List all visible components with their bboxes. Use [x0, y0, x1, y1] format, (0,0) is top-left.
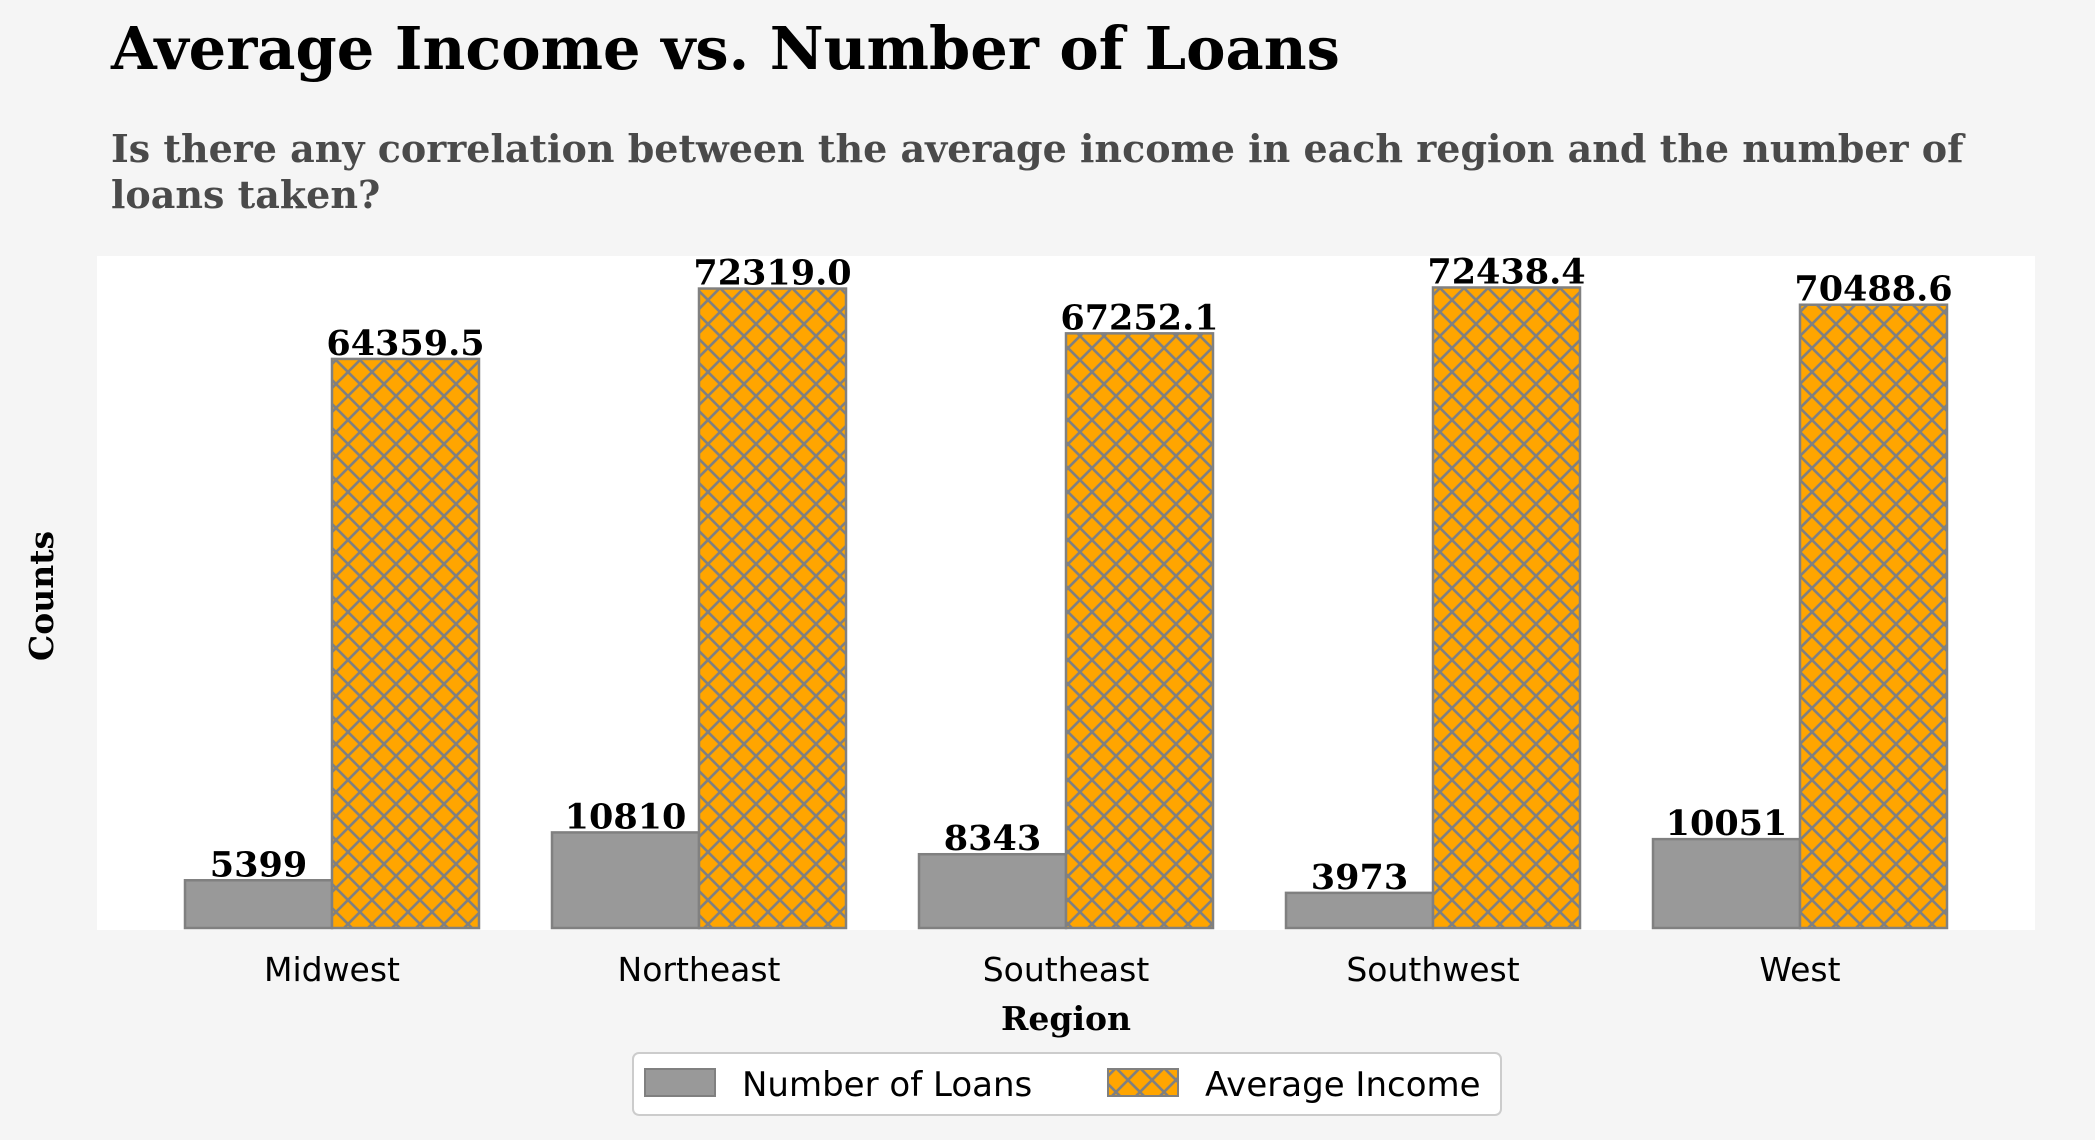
data-label-income-northeast: 72319.0	[693, 253, 851, 294]
legend-box	[632, 1052, 1502, 1116]
legend-swatch-loans	[644, 1068, 716, 1097]
chart-title: Average Income vs. Number of Loans	[111, 14, 1340, 83]
x-tick-midwest: Midwest	[264, 950, 400, 989]
chart-subtitle: Is there any correlation between the ave…	[111, 126, 1964, 217]
bars-layer: 5399 64359.5 10810 72319.0 8343 67252.1 3973 72…	[183, 251, 1953, 930]
data-label-loans-midwest: 5399	[210, 844, 307, 885]
bar-income-southeast	[1064, 332, 1215, 930]
data-label-income-southeast: 67252.1	[1060, 297, 1218, 338]
data-label-loans-northeast: 10810	[565, 796, 687, 837]
data-label-income-west: 70488.6	[1794, 269, 1952, 310]
data-label-loans-west: 10051	[1666, 803, 1788, 844]
legend-swatch-income	[1107, 1068, 1179, 1097]
x-tick-southeast: Southeast	[983, 950, 1150, 989]
bar-loans-west	[1651, 837, 1802, 930]
bar-loans-southeast	[917, 852, 1068, 930]
x-tick-northeast: Northeast	[618, 950, 781, 989]
x-tick-west: West	[1759, 950, 1840, 989]
data-label-loans-southwest: 3973	[1311, 857, 1408, 898]
x-axis-label: Region	[1001, 999, 1131, 1038]
bar-income-midwest	[330, 357, 481, 930]
data-label-income-southwest: 72438.4	[1427, 251, 1585, 292]
bar-income-northeast	[697, 287, 848, 930]
y-axis-label: Counts	[22, 531, 61, 661]
bar-loans-southwest	[1284, 891, 1435, 930]
data-label-income-midwest: 64359.5	[326, 323, 484, 364]
legend: Number of Loans Average Income	[632, 1052, 1502, 1116]
legend-label-loans: Number of Loans	[742, 1065, 1032, 1105]
x-tick-southwest: Southwest	[1346, 950, 1519, 989]
x-tick-labels: Midwest Northeast Southeast Southwest West	[264, 950, 1841, 989]
bar-loans-northeast	[550, 831, 701, 930]
bar-income-southwest	[1431, 286, 1582, 930]
legend-label-income: Average Income	[1205, 1065, 1481, 1105]
data-label-loans-southeast: 8343	[944, 818, 1041, 859]
bar-loans-midwest	[183, 879, 334, 930]
bar-income-west	[1798, 303, 1949, 930]
